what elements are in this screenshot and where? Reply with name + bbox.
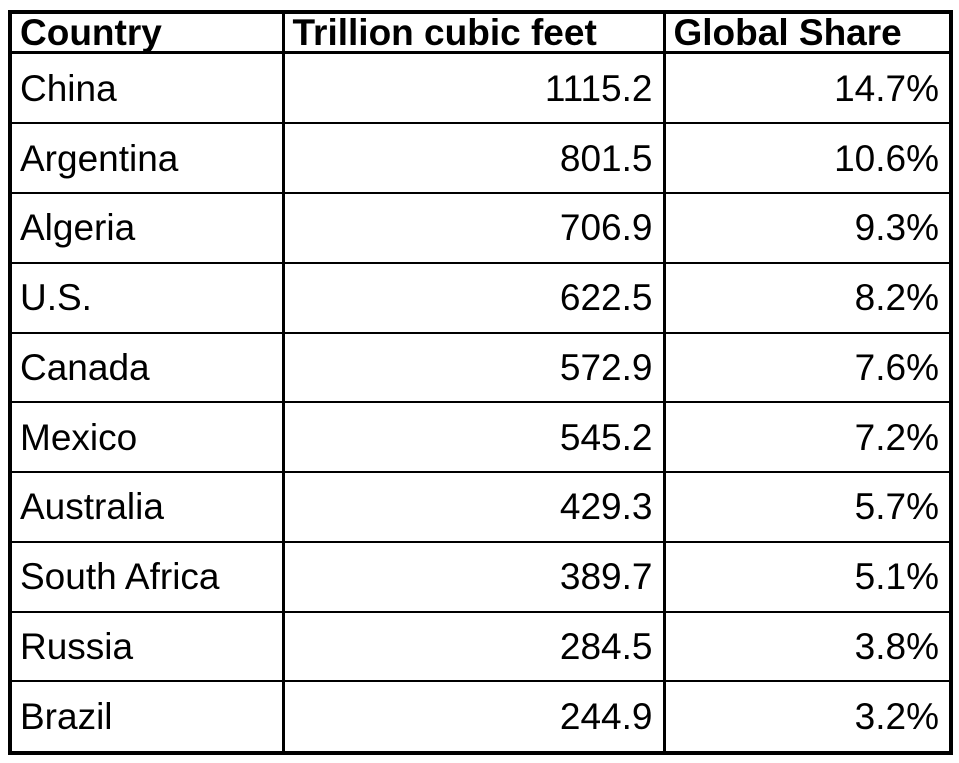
table-body: China 1115.2 14.7% Argentina 801.5 10.6%… xyxy=(8,51,953,754)
cell-share: 14.7% xyxy=(662,51,953,125)
cell-country: South Africa xyxy=(8,540,285,613)
cell-value: 1115.2 xyxy=(281,51,666,125)
header-row: Country Trillion cubic feet Global Share xyxy=(8,11,953,54)
table-row: Australia 429.3 5.7% xyxy=(8,471,953,543)
header-global-share: Global Share xyxy=(662,11,953,54)
cell-share: 9.3% xyxy=(662,191,953,264)
cell-country: Australia xyxy=(8,471,285,543)
cell-share: 7.2% xyxy=(662,401,953,474)
table-row: South Africa 389.7 5.1% xyxy=(8,540,953,613)
table-row: Russia 284.5 3.8% xyxy=(8,610,953,683)
cell-country: China xyxy=(8,51,285,125)
table-header: Country Trillion cubic feet Global Share xyxy=(8,11,953,54)
cell-value: 622.5 xyxy=(281,261,666,334)
shale-gas-table: Country Trillion cubic feet Global Share… xyxy=(8,10,953,755)
cell-value: 429.3 xyxy=(281,471,666,543)
cell-share: 3.8% xyxy=(662,610,953,683)
table-row: Algeria 706.9 9.3% xyxy=(8,191,953,264)
table-row: China 1115.2 14.7% xyxy=(8,51,953,125)
cell-country: Russia xyxy=(8,610,285,683)
table-row: Argentina 801.5 10.6% xyxy=(8,122,953,194)
cell-country: Argentina xyxy=(8,122,285,194)
table-row: Brazil 244.9 3.2% xyxy=(8,680,953,754)
cell-country: Algeria xyxy=(8,191,285,264)
cell-share: 10.6% xyxy=(662,122,953,194)
cell-value: 801.5 xyxy=(281,122,666,194)
cell-share: 7.6% xyxy=(662,331,953,404)
cell-share: 8.2% xyxy=(662,261,953,334)
cell-country: Mexico xyxy=(8,401,285,474)
cell-country: U.S. xyxy=(8,261,285,334)
cell-value: 545.2 xyxy=(281,401,666,474)
cell-value: 284.5 xyxy=(281,610,666,683)
table-row: Canada 572.9 7.6% xyxy=(8,331,953,404)
table-row: Mexico 545.2 7.2% xyxy=(8,401,953,474)
cell-share: 5.1% xyxy=(662,540,953,613)
shale-gas-table-container: Country Trillion cubic feet Global Share… xyxy=(8,10,953,755)
cell-value: 706.9 xyxy=(281,191,666,264)
cell-share: 3.2% xyxy=(662,680,953,754)
header-trillion-cubic-feet: Trillion cubic feet xyxy=(281,11,666,54)
cell-country: Brazil xyxy=(8,680,285,754)
table-row: U.S. 622.5 8.2% xyxy=(8,261,953,334)
cell-share: 5.7% xyxy=(662,471,953,543)
header-country: Country xyxy=(8,11,285,54)
cell-country: Canada xyxy=(8,331,285,404)
cell-value: 389.7 xyxy=(281,540,666,613)
cell-value: 572.9 xyxy=(281,331,666,404)
cell-value: 244.9 xyxy=(281,680,666,754)
